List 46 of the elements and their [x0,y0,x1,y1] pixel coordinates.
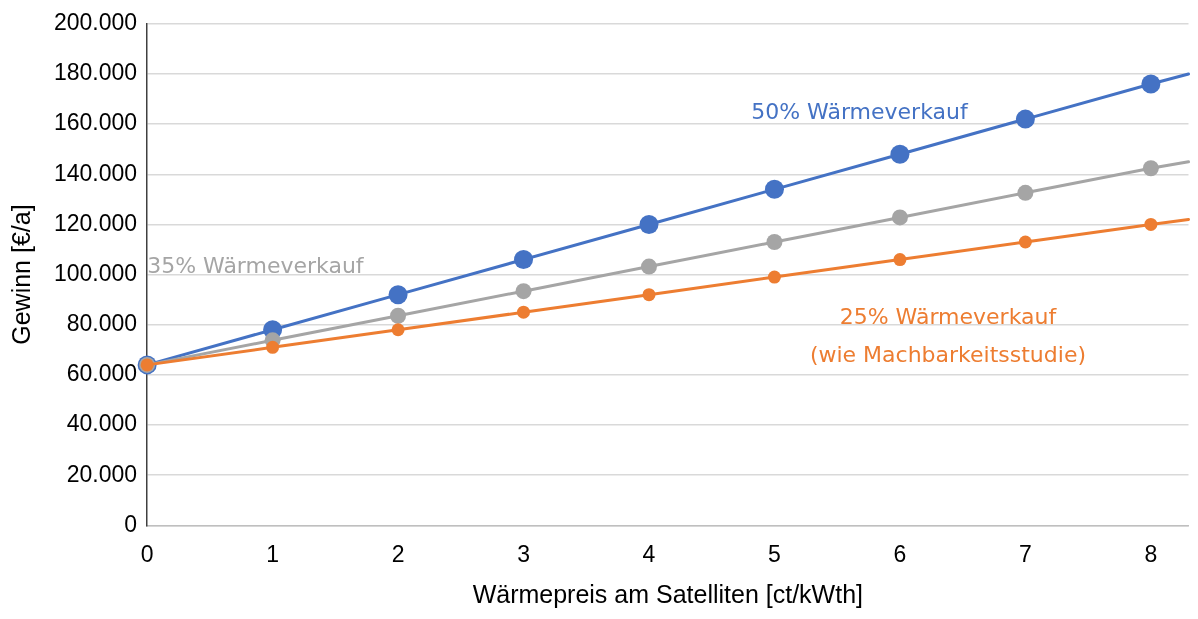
point [764,179,784,199]
y-tick-label: 40.000 [66,410,138,437]
point [1018,235,1032,249]
point [266,340,280,354]
series-label: 25% Wärmeverkauf (wie Machbarkeitsstudie) [809,304,1087,368]
point [517,305,531,319]
x-tick-label: 6 [893,540,907,567]
point [893,253,907,267]
y-tick-label: 80.000 [66,310,138,337]
y-tick-label: 140.000 [54,159,138,186]
point [390,307,407,324]
y-tick-label: 180.000 [54,59,138,86]
series-label: 50% Wärmeverkauf [751,98,969,124]
point [641,258,657,275]
y-tick-label: 100.000 [54,259,138,286]
point [391,323,405,337]
series-label: 35% Wärmeverkauf [147,252,365,278]
y-tick-label: 200.000 [54,9,138,36]
point [514,250,534,270]
point [1015,109,1035,129]
point [1017,184,1034,201]
point [388,285,408,305]
point [515,283,532,300]
x-tick-label: 4 [642,540,656,567]
point [1141,74,1161,94]
point [767,270,781,284]
x-tick-label: 2 [391,540,405,567]
y-tick-label: 120.000 [54,209,138,236]
x-tick-label: 7 [1019,540,1032,567]
point [642,288,656,302]
x-axis-title: Wärmepreis am Satelliten [ct/kWth] [472,579,864,608]
y-tick-label: 60.000 [66,360,138,387]
point [891,209,908,226]
x-tick-label: 1 [266,540,279,567]
x-tick-label: 8 [1144,540,1158,567]
y-tick-label: 20.000 [66,460,138,487]
x-tick-label: 5 [768,540,781,567]
point [766,234,783,250]
point [639,214,659,234]
point [1142,160,1159,177]
x-tick-label: 3 [517,540,530,567]
y-tick-label: 0 [124,510,138,537]
y-tick-label: 160.000 [54,109,138,136]
point [890,144,910,164]
y-axis-title: Gewinn [€/a] [6,204,35,345]
point [1144,217,1158,231]
